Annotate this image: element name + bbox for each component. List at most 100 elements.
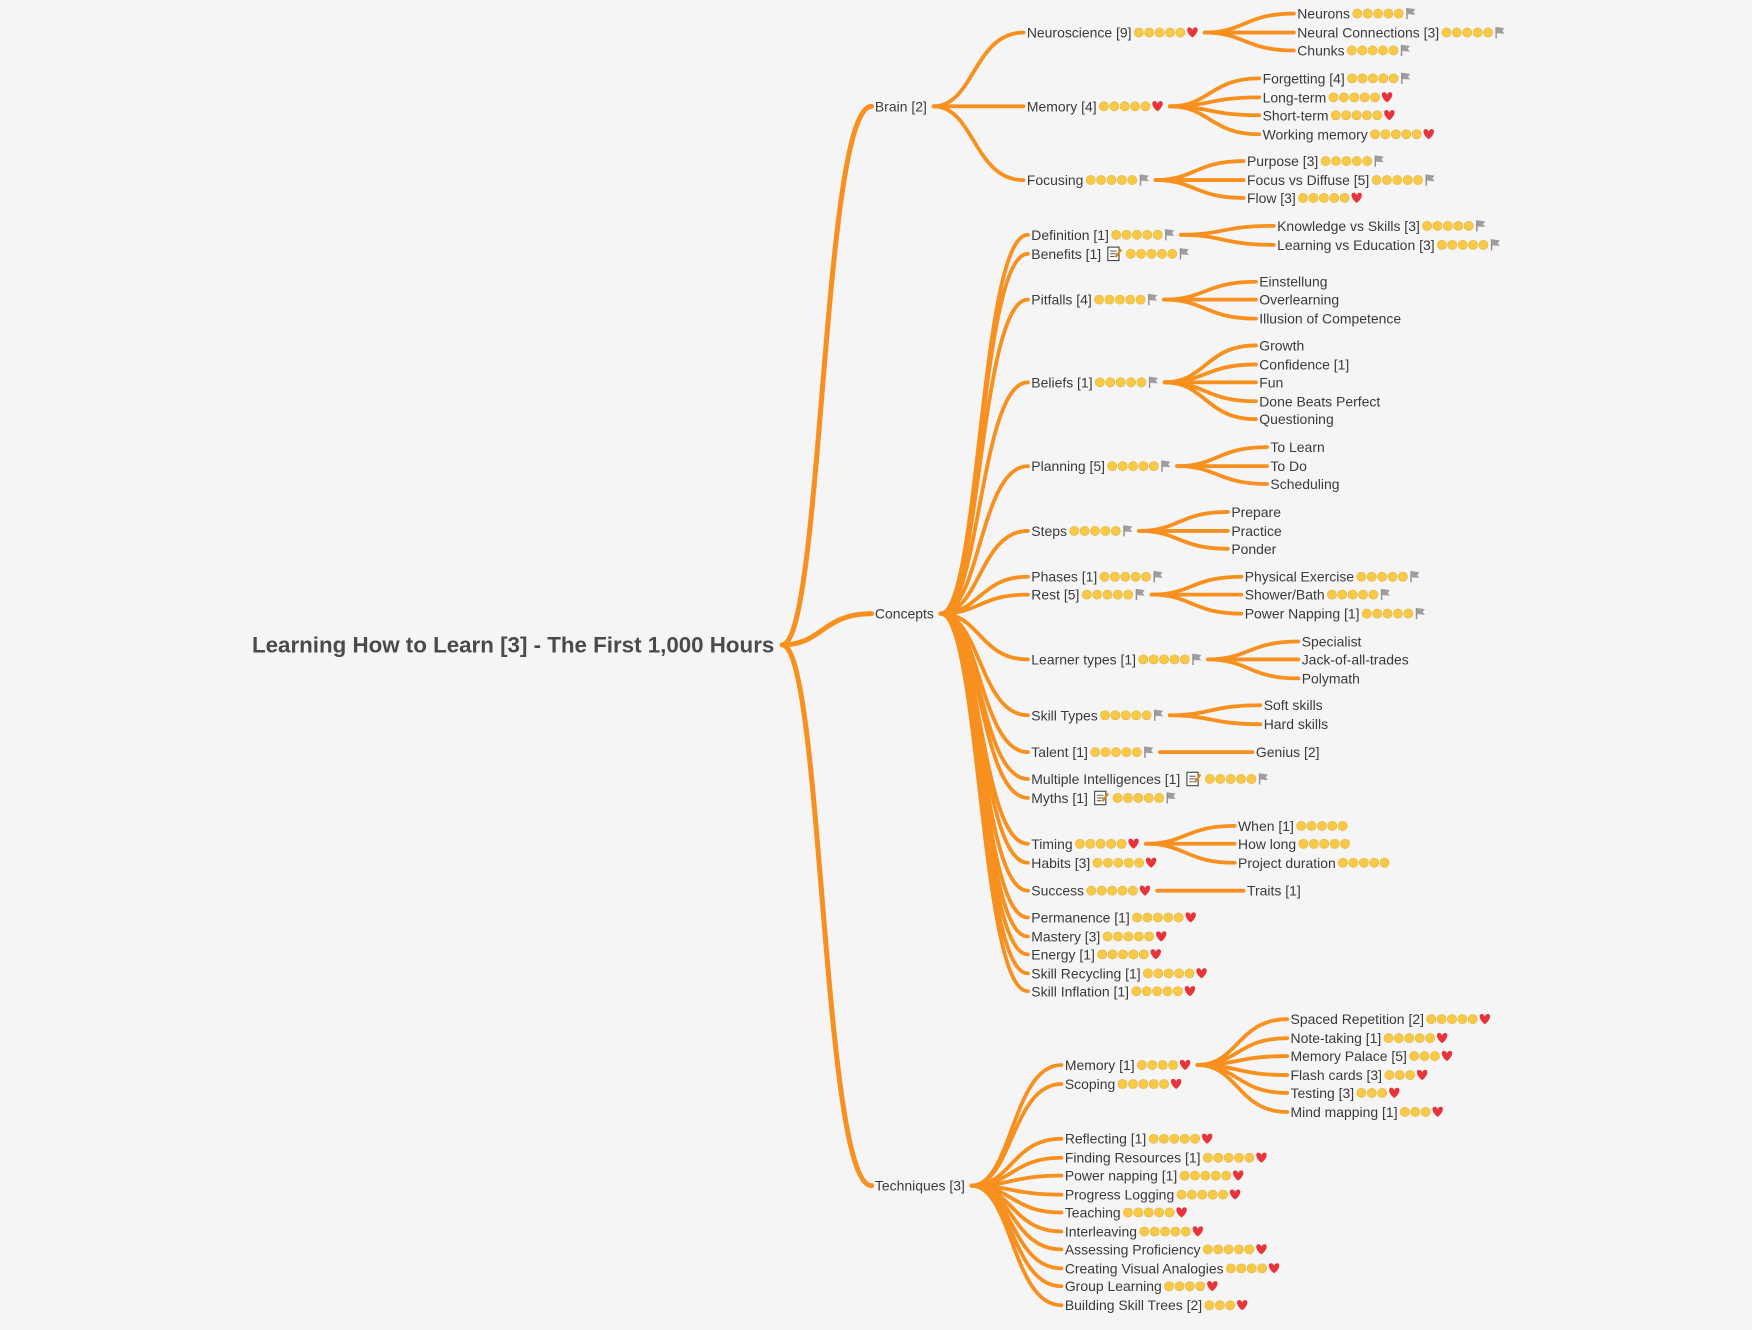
rating-dot <box>1337 589 1348 600</box>
rating-dots <box>1139 1226 1191 1237</box>
node-label: Confidence [1] <box>1259 356 1349 372</box>
heart-icon <box>1423 129 1434 140</box>
rating-dot <box>1377 1088 1388 1098</box>
node-label: Multiple Intelligences [1] <box>1031 771 1180 787</box>
rating-dot <box>1394 1033 1404 1044</box>
rating-dot <box>1107 885 1118 896</box>
node-label: Practice <box>1231 523 1282 539</box>
note-lines <box>1096 794 1104 802</box>
heart-icon <box>1139 885 1151 896</box>
rating-dot <box>1143 793 1154 803</box>
node-label: Talent [1] <box>1031 744 1088 760</box>
rating-dot <box>1356 1088 1367 1098</box>
rating-dot <box>1390 129 1401 140</box>
node-label: Interleaving <box>1065 1223 1137 1239</box>
rating-dots <box>1094 294 1146 305</box>
rating-dot <box>1462 27 1473 38</box>
rating-dot <box>1094 377 1105 388</box>
rating-dot <box>1112 793 1123 803</box>
rating-dot <box>1207 1189 1218 1200</box>
rating-dot <box>1432 220 1443 231</box>
rating-dots <box>1099 571 1151 582</box>
node-label: Memory [4] <box>1027 98 1097 114</box>
rating-dot <box>1095 838 1106 849</box>
node-label: Scheduling <box>1270 476 1339 492</box>
rating-dot <box>1157 1060 1168 1070</box>
rating-dot <box>1383 1033 1394 1044</box>
heart-icon <box>1268 1263 1280 1274</box>
node: Power napping [1] <box>1065 1168 1244 1184</box>
node: Testing [3] <box>1291 1085 1400 1101</box>
node: Overlearning <box>1259 292 1339 308</box>
rating-dot <box>1143 1207 1154 1218</box>
edge <box>938 297 1030 616</box>
node-label: Scoping <box>1065 1076 1115 1092</box>
node: Pitfalls [4] <box>1031 292 1158 308</box>
rating-dot <box>1174 1281 1185 1292</box>
edge <box>938 380 1030 616</box>
node: Timing <box>1031 836 1139 852</box>
node-label: Overlearning <box>1259 292 1339 308</box>
rating-dot <box>1399 1107 1410 1117</box>
rating-dots <box>1069 526 1121 536</box>
node-label: Questioning <box>1259 411 1333 427</box>
rating-dot <box>1172 986 1183 997</box>
node: Long-term <box>1263 89 1393 105</box>
rating-dot <box>1167 248 1178 259</box>
edge <box>779 611 875 648</box>
rating-dot <box>1148 461 1159 472</box>
rating-dots <box>1202 1152 1255 1163</box>
rating-dot <box>1338 857 1348 868</box>
rating-dot <box>1467 1014 1478 1025</box>
rating-dot <box>1115 377 1126 388</box>
node: Genius [2] <box>1256 744 1320 760</box>
rating-dot <box>1184 1281 1195 1292</box>
rating-dot <box>1120 710 1131 721</box>
heart-icon <box>1207 1281 1218 1292</box>
rating-dot <box>1236 1263 1247 1274</box>
edge <box>1153 178 1246 200</box>
heart-icon <box>1196 968 1207 979</box>
heart-icon <box>1184 986 1196 997</box>
rating-dot <box>1414 1033 1425 1044</box>
rating-dot <box>1173 912 1184 923</box>
rating-dot <box>1154 27 1165 38</box>
flag-icon <box>1166 229 1175 236</box>
rating-dot <box>1159 1079 1170 1089</box>
node-label: Prepare <box>1231 504 1281 520</box>
rating-dots <box>1081 589 1134 600</box>
rating-dot <box>1382 608 1393 619</box>
node-label: Ponder <box>1231 541 1276 557</box>
node-label: Reflecting [1] <box>1065 1131 1146 1147</box>
rating-dots <box>1202 1244 1255 1255</box>
node: Flash cards [3] <box>1291 1067 1428 1083</box>
node: Learner types [1] <box>1031 651 1202 667</box>
rating-dot <box>1118 949 1128 960</box>
heart-icon <box>1156 931 1167 942</box>
rating-dot <box>1356 571 1367 582</box>
rating-dot <box>1348 857 1359 868</box>
rating-dots <box>1090 747 1142 758</box>
rating-dot <box>1127 175 1138 185</box>
root-label: Learning How to Learn [3] - The First 1,… <box>252 632 774 657</box>
node: Mastery [3] <box>1031 929 1167 945</box>
rating-dot <box>1367 73 1378 84</box>
node-label: Spaced Repetition [2] <box>1291 1011 1424 1027</box>
node: Flow [3] <box>1247 190 1362 206</box>
node: Creating Visual Analogies <box>1065 1260 1280 1276</box>
node-label: Focus vs Diffuse [5] <box>1247 172 1369 188</box>
rating-dots <box>1204 1300 1236 1311</box>
rating-dot <box>1147 1060 1158 1070</box>
rating-dot <box>1142 912 1153 923</box>
node-label: Phases [1] <box>1031 569 1097 585</box>
node: Chunks <box>1297 42 1410 58</box>
edge <box>1162 380 1258 422</box>
edge <box>779 642 875 1189</box>
rating-dot <box>1210 1170 1221 1181</box>
heart-icon <box>1201 1133 1213 1144</box>
flag-icon <box>1382 589 1390 596</box>
node: Habits [3] <box>1031 855 1157 871</box>
rating-dots <box>1179 1170 1232 1181</box>
rating-dot <box>1358 589 1368 600</box>
